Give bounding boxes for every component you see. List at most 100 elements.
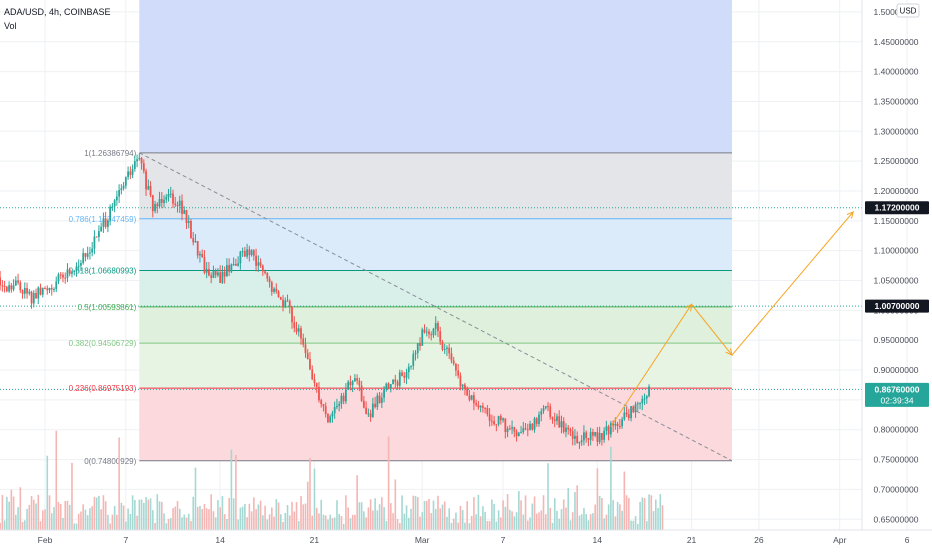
candle-body <box>547 406 549 408</box>
volume-bar <box>583 507 585 530</box>
candle-body <box>331 413 334 417</box>
volume-bar <box>248 503 251 530</box>
candle-body <box>342 395 345 402</box>
symbol-title[interactable]: ADA/USD, 4h, COINBASE <box>4 7 111 17</box>
volume-bar <box>646 521 648 530</box>
candle-body <box>630 406 632 419</box>
volume-bar <box>493 503 495 530</box>
volume-bar <box>571 512 574 530</box>
price-axis-tick: 0.75000000 <box>874 455 919 465</box>
candle-body <box>174 203 177 206</box>
candle-body <box>48 287 51 291</box>
volume-bar <box>621 510 623 530</box>
trend-line[interactable] <box>139 152 733 462</box>
candle-body <box>468 395 471 400</box>
candle-body <box>5 286 8 292</box>
volume-bar <box>349 518 352 530</box>
fib-level-label: 0.382(0.94506729) <box>69 339 137 348</box>
candle-body <box>140 157 143 164</box>
candle-body <box>419 343 421 346</box>
volume-bar <box>625 495 628 530</box>
candle-body <box>455 363 457 371</box>
candle-body <box>380 397 383 403</box>
candle-body <box>136 159 138 162</box>
candle-body <box>327 414 329 423</box>
candle-body <box>549 406 552 418</box>
candle-body <box>603 430 606 440</box>
volume-bar <box>113 505 116 530</box>
candle-body <box>345 389 347 402</box>
volume-bar <box>273 516 275 530</box>
volume-bar <box>347 507 349 530</box>
volume-bar <box>172 508 174 530</box>
volume-bar <box>515 512 518 530</box>
volume-bar <box>324 515 327 530</box>
volume-bar <box>385 521 388 530</box>
candle-body <box>313 379 316 383</box>
volume-bar <box>295 502 298 530</box>
candle-body <box>138 157 141 160</box>
volume-bar <box>632 520 635 530</box>
candle-body <box>338 403 341 406</box>
volume-bar <box>378 504 381 530</box>
candle-body <box>300 328 302 339</box>
projection-arrowhead <box>685 303 693 312</box>
volume-bar <box>327 519 329 530</box>
candle-body <box>23 288 26 294</box>
candle-body <box>160 198 163 203</box>
volume-bar <box>434 508 437 530</box>
volume-bar <box>437 495 439 530</box>
candle-body <box>257 262 260 266</box>
volume-bar <box>50 513 53 530</box>
candle-body <box>39 287 42 295</box>
volume-bar <box>111 514 114 530</box>
volume-bar <box>331 518 334 530</box>
volume-bar <box>542 495 545 530</box>
volume-bar <box>219 507 221 530</box>
time-axis-label: 14 <box>215 535 225 545</box>
time-axis-label: 7 <box>123 535 128 545</box>
volume-bar <box>277 502 280 530</box>
candle-body <box>349 381 352 386</box>
candle-body <box>371 403 374 418</box>
volume-bar <box>196 506 199 530</box>
candle-body <box>580 440 583 443</box>
volume-bar <box>576 485 579 530</box>
candle-body <box>538 414 540 424</box>
candle-body <box>540 411 543 415</box>
volume-bar <box>86 515 89 530</box>
candle-body <box>165 196 168 200</box>
volume-bar <box>257 504 260 530</box>
volume-bar <box>457 522 459 530</box>
volume-bar <box>387 436 390 530</box>
candle-body <box>360 385 363 401</box>
candle-body <box>8 285 10 292</box>
candle-body <box>131 168 134 175</box>
candle-body <box>625 412 628 415</box>
candle-body <box>627 414 630 419</box>
projection-path[interactable] <box>610 211 854 428</box>
fibonacci-retracement: 1(1.26386794)0.786(1.15347459)0.618(1.06… <box>69 0 732 466</box>
volume-bar <box>33 499 35 530</box>
volume-bar <box>643 498 646 530</box>
candle-body <box>50 287 53 290</box>
volume-bar <box>163 513 165 530</box>
volume-bar <box>306 481 309 530</box>
currency-badge[interactable] <box>896 3 920 18</box>
volume-bars <box>0 430 664 530</box>
volume-bar <box>253 497 255 530</box>
volume-bar <box>448 508 451 530</box>
volume-bar <box>152 510 154 530</box>
candle-body <box>183 210 186 214</box>
candle-body <box>452 360 455 364</box>
volume-bar <box>55 430 58 530</box>
volume-bar <box>547 463 549 530</box>
volume-bar <box>187 513 190 530</box>
volume-bar <box>203 504 206 530</box>
volume-bar <box>461 510 464 530</box>
volume-indicator-label[interactable]: Vol <box>4 21 17 31</box>
candle-body <box>560 421 563 428</box>
candle-body <box>75 266 78 272</box>
candle-body <box>407 366 410 373</box>
